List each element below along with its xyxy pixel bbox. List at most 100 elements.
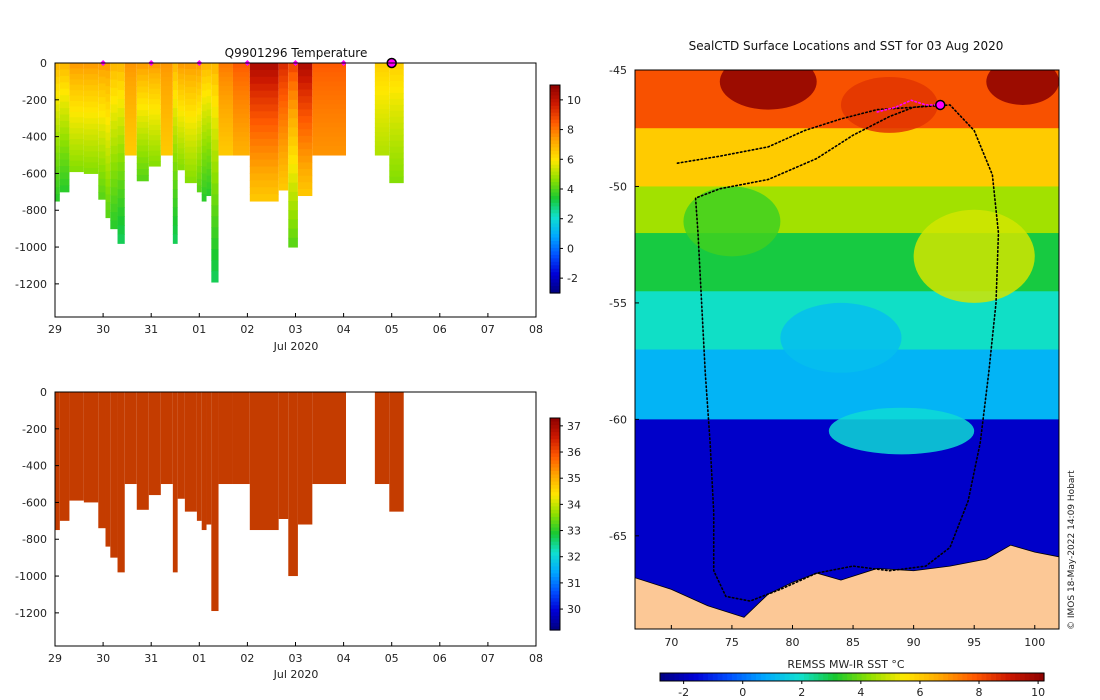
temperature-profile-cell — [278, 151, 289, 159]
temperature-profile-cell — [196, 146, 202, 154]
temperature-profile-cell — [69, 106, 84, 113]
salinity-colorbar-segment — [550, 626, 560, 631]
temperature-profile-cell — [105, 186, 111, 195]
temperature-profile-cell — [249, 83, 279, 92]
map-colorbar-tick-label: 0 — [739, 686, 746, 699]
salinity-y-axis: 0 -200 -400 -600 -800 -1000 -1200 — [15, 386, 59, 620]
temperature-profile-cell — [249, 63, 279, 71]
temperature-profile-cell — [105, 209, 111, 219]
temperature-profile-cell — [98, 165, 106, 173]
map-colorbar-segment — [938, 673, 944, 681]
temperature-profile-cell — [59, 133, 70, 141]
temperature-profile-cell — [148, 155, 161, 162]
temperature-profile-cell — [206, 149, 212, 157]
temperature-colorbar-segment — [550, 258, 560, 263]
temperature-profile-cell — [312, 86, 347, 92]
temperature-profile-cell — [55, 76, 60, 85]
temperature-profile-cell — [110, 220, 118, 230]
salinity-colorbar-frame — [549, 417, 561, 631]
temperature-profile-cell — [177, 116, 185, 123]
temperature-profile-cell — [98, 117, 106, 125]
map-colorbar-segment — [765, 673, 771, 681]
salinity-profile-cell — [218, 392, 233, 485]
temperature-profile-cell — [148, 68, 161, 74]
temperature-profile-cell — [211, 183, 219, 195]
temperature-profile-cell — [201, 111, 207, 119]
temperature-profile-cell — [177, 143, 185, 149]
temperature-profile-cell — [389, 86, 404, 94]
temperature-profile-cell — [172, 216, 178, 226]
temperature-profile-cell — [196, 108, 202, 116]
temperature-profile-cell — [148, 135, 161, 141]
temperature-profile-cell — [206, 162, 212, 170]
temperature-profile-cell — [249, 145, 279, 154]
temperature-colorbar-segment — [550, 171, 560, 176]
temperature-profile-cell — [177, 137, 185, 144]
temperature-profile-cell — [201, 180, 207, 188]
temperature-profile-cell — [312, 81, 347, 87]
map-xtick-label: 70 — [664, 636, 678, 649]
map-colorbar-segment — [962, 673, 968, 681]
temperature-profile-cell — [312, 90, 347, 96]
temperature-profile-cell — [184, 146, 197, 154]
temperature-colorbar-segment — [550, 247, 560, 252]
temperature-profile-cell — [249, 118, 279, 126]
salinity-colorbar-tick-label: 36 — [567, 446, 581, 459]
temperature-profile-cell — [196, 127, 202, 135]
temperature-colorbar: -2 0 2 4 6 8 10 — [549, 84, 581, 294]
temperature-profile-cell — [249, 90, 279, 99]
temperature-profile-cell — [177, 148, 185, 155]
temperature-profile-cell — [218, 113, 233, 119]
temperature-colorbar-segment — [550, 202, 560, 207]
salinity-colorbar-segment — [550, 562, 560, 567]
temperature-profile-cell — [98, 90, 106, 98]
temperature-xtick-label: 31 — [144, 323, 158, 336]
map-colorbar-segment — [674, 673, 680, 681]
temperature-profile-cell — [124, 109, 137, 115]
temperature-colorbar-segment — [550, 234, 560, 239]
temperature-profile-cell — [172, 234, 178, 244]
temperature-colorbar-segment — [550, 209, 560, 214]
map-colorbar-segment — [924, 673, 930, 681]
map-colorbar-segment — [928, 673, 935, 681]
salinity-colorbar-segment — [550, 421, 560, 426]
salinity-colorbar-tick-label: 33 — [567, 525, 581, 538]
temperature-profile-cell — [201, 194, 207, 202]
temperature-colorbar-segment — [550, 282, 560, 287]
temperature-colorbar-segment — [550, 230, 560, 235]
temperature-profile-cell — [105, 194, 111, 203]
salinity-xtick-label: 30 — [96, 652, 110, 665]
temperature-profile-cell — [211, 216, 219, 228]
temperature-profile-cell — [288, 210, 298, 220]
temperature-profile-cell — [211, 271, 219, 283]
map-colorbar-segment — [842, 673, 848, 681]
temperature-profile-cell — [160, 127, 173, 133]
temperature-profile-cell — [177, 132, 185, 139]
temperature-profile-cell — [278, 101, 289, 108]
temperature-profile-cell — [184, 92, 197, 100]
temperature-profile-cell — [177, 63, 185, 69]
temperature-profile-cell — [148, 78, 161, 85]
salinity-colorbar-segment — [550, 485, 560, 490]
temperature-xtick-label: 03 — [289, 323, 303, 336]
map-colorbar-tick-label: 10 — [1031, 686, 1045, 699]
temperature-colorbar-segment — [550, 98, 560, 103]
temperature-profile-cell — [83, 107, 99, 114]
temperature-xtick-label: 02 — [240, 323, 254, 336]
temperature-profile-cell — [249, 138, 279, 147]
temperature-profile-cell — [249, 166, 279, 174]
map-colorbar-segment — [808, 673, 815, 681]
temperature-profile-cell — [160, 76, 173, 82]
temperature-profile-cell — [105, 101, 111, 110]
temperature-profile-cell — [105, 155, 111, 164]
temperature-colorbar-segment — [550, 189, 560, 194]
temperature-profile-cell — [55, 138, 60, 147]
salinity-profile-cell — [55, 392, 60, 531]
temperature-profile-cell — [196, 159, 202, 167]
temperature-profile-cell — [374, 67, 390, 73]
temperature-profile-cell — [148, 129, 161, 136]
map-colorbar-tick-label: 6 — [916, 686, 923, 699]
salinity-colorbar-tick-label: 34 — [567, 498, 581, 511]
temperature-profile-cell — [232, 90, 250, 96]
map-colorbar-segment — [736, 673, 743, 681]
